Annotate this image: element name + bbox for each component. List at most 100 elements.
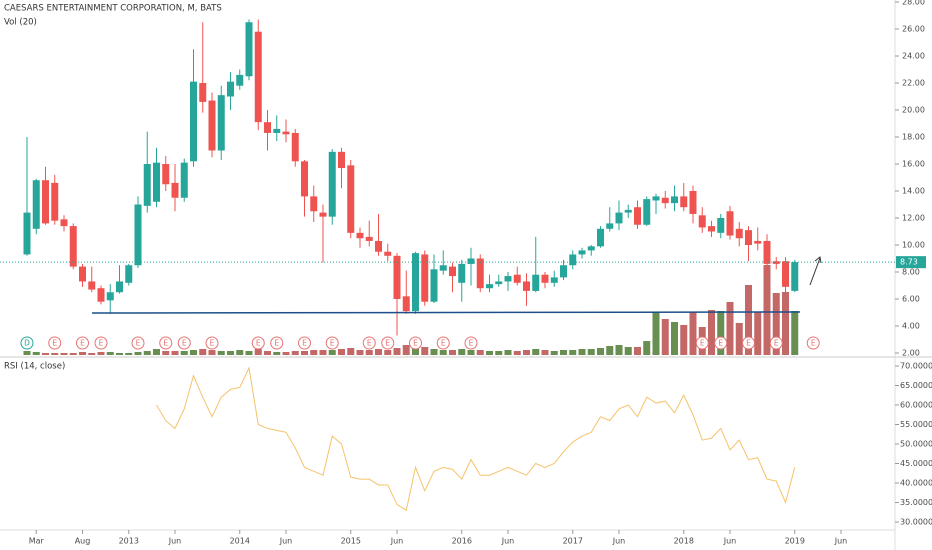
x-tick-label: Aug (75, 537, 91, 546)
candle-body (106, 292, 114, 301)
event-label: E (811, 339, 816, 348)
candle-body (735, 228, 743, 239)
candle-body (97, 288, 105, 302)
x-tick-label: 2014 (230, 537, 250, 546)
candle-body (310, 196, 318, 212)
volume-bar (162, 351, 170, 355)
candle-body (134, 204, 142, 266)
volume-bar (412, 345, 419, 355)
event-label: E (441, 339, 446, 348)
event-label: E (136, 339, 141, 348)
candle-body (153, 162, 160, 202)
volume-bar (439, 350, 447, 355)
event-marker (769, 336, 783, 350)
volume-bar (541, 350, 549, 355)
event-label: E (700, 339, 705, 348)
volume-bar (708, 310, 715, 355)
candle-body (412, 253, 419, 312)
candle-body (597, 228, 604, 247)
event-label: E (163, 339, 168, 348)
volume-bar (338, 349, 345, 355)
event-label: E (99, 339, 104, 348)
candle-body (523, 281, 530, 291)
volume-bar (532, 349, 540, 355)
event-label: E (52, 339, 57, 348)
y-tick-label: 6.00 (902, 295, 920, 304)
candle-body (69, 226, 77, 267)
volume-bar (171, 351, 179, 355)
volume-bar (245, 351, 253, 355)
candle-body (680, 196, 688, 208)
event-label: E (469, 339, 474, 348)
volume-bar (615, 345, 623, 355)
volume-bar (550, 351, 558, 355)
event-label: E (80, 339, 85, 348)
event-marker (806, 336, 820, 350)
volume-bar (791, 311, 799, 355)
candle-body (550, 277, 558, 283)
volume-bar (402, 345, 410, 355)
candle-body (245, 22, 253, 77)
volume-bar (643, 341, 651, 355)
event-label: E (274, 339, 279, 348)
candle-body (708, 226, 715, 232)
y-tick-label: 16.00 (902, 160, 925, 169)
candle-body (643, 199, 651, 225)
y-tick-label: 14.00 (902, 187, 925, 196)
candle-body (171, 182, 179, 198)
candle-body (88, 281, 96, 290)
y-tick-label: 22.00 (902, 79, 925, 88)
x-tick-label: Mar (29, 537, 45, 546)
candle-body (402, 296, 410, 312)
candle-body (23, 212, 31, 255)
candle-body (560, 265, 567, 278)
rsi-tick-label: 30.0000 (900, 518, 932, 527)
event-label: E (718, 339, 723, 348)
candle-body (79, 266, 86, 282)
volume-bar (143, 351, 151, 355)
y-tick-label: 12.00 (902, 214, 925, 223)
candle-body (190, 81, 197, 162)
volume-bar (782, 292, 789, 355)
volume-bar (421, 347, 429, 355)
candle-body (754, 240, 762, 244)
volume-bar (328, 350, 336, 355)
rsi-tick-label: 60.0000 (900, 401, 932, 410)
rsi-tick-label: 40.0000 (900, 479, 932, 488)
volume-bar (79, 352, 86, 355)
volume-bar (264, 351, 271, 355)
candle-body (282, 131, 290, 135)
candle-body (338, 151, 345, 169)
volume-bar (578, 349, 586, 355)
volume-bar (449, 350, 456, 355)
candle-body (264, 122, 271, 133)
event-label: E (330, 339, 335, 348)
event-marker (131, 336, 145, 350)
candle-body (199, 83, 207, 102)
candle-body (671, 196, 678, 204)
candle-body (513, 274, 521, 283)
candle-body (384, 251, 392, 256)
volume-bar (97, 352, 105, 355)
volume-bar (125, 353, 133, 355)
event-marker (270, 336, 284, 350)
candle-body (615, 212, 623, 224)
volume-bar (735, 323, 743, 355)
y-tick-label: 18.00 (902, 133, 925, 142)
candle-body (449, 266, 456, 277)
volume-bar (88, 353, 96, 355)
candle-body (162, 164, 170, 185)
candle-body (439, 265, 447, 271)
volume-bar (116, 353, 123, 355)
candle-body (42, 180, 49, 224)
volume-bar (32, 352, 40, 355)
volume-bar (467, 350, 475, 355)
event-marker (714, 336, 728, 350)
candle-body (208, 100, 216, 151)
y-tick-label: 2.00 (902, 349, 920, 358)
volume-bar (624, 347, 632, 355)
volume-bar (301, 351, 308, 355)
volume-bar (236, 350, 244, 355)
candle-body (236, 74, 244, 86)
